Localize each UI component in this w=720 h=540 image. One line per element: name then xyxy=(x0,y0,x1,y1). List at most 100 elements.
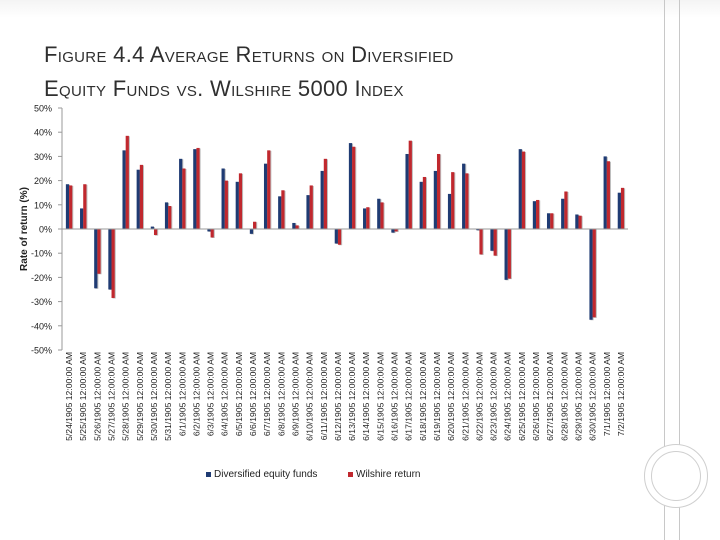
x-tick-label: 6/24/1905 12:00:00 AM xyxy=(503,352,513,441)
x-tick-label: 6/12/1905 12:00:00 AM xyxy=(333,352,343,441)
bar-wilshire-return xyxy=(281,190,285,229)
bar-wilshire-return xyxy=(111,229,115,298)
x-tick-label: 6/26/1905 12:00:00 AM xyxy=(531,352,541,441)
x-tick-label: 6/16/1905 12:00:00 AM xyxy=(390,352,400,441)
legend-swatch-diversified xyxy=(206,472,211,477)
bar-wilshire-return xyxy=(83,184,87,229)
bar-diversified-equity-funds xyxy=(603,156,607,229)
bar-wilshire-return xyxy=(253,221,257,229)
bar-diversified-equity-funds xyxy=(306,195,310,229)
x-tick-label: 6/10/1905 12:00:00 AM xyxy=(305,352,315,441)
x-tick-label: 6/22/1905 12:00:00 AM xyxy=(474,352,484,441)
x-tick-label: 6/13/1905 12:00:00 AM xyxy=(347,352,357,441)
x-tick-label: 6/20/1905 12:00:00 AM xyxy=(446,352,456,441)
bar-diversified-equity-funds xyxy=(235,181,239,229)
y-tick-labels: 50% 40% 30% 20% 10% 0% -10% -20% -30% -40% -50% xyxy=(31,104,52,356)
corner-decoration-inner-circle xyxy=(651,451,701,501)
bar-diversified-equity-funds xyxy=(476,229,480,231)
x-tick-label: 6/2/1905 12:00:00 AM xyxy=(191,352,201,436)
bar-wilshire-return xyxy=(507,229,511,279)
bar-wilshire-return xyxy=(182,168,186,229)
right-decoration-stripe xyxy=(664,0,680,540)
x-tick-label: 5/28/1905 12:00:00 AM xyxy=(121,352,131,441)
bar-diversified-equity-funds xyxy=(518,149,522,229)
x-tick-labels: 5/24/1905 12:00:00 AM 5/25/1905 12:00:00 … xyxy=(64,352,626,441)
bar-diversified-equity-funds xyxy=(589,229,593,320)
bar-wilshire-return xyxy=(337,229,342,245)
bar-diversified-equity-funds xyxy=(419,181,423,229)
y-tick-label: -10% xyxy=(31,249,52,259)
bar-wilshire-return xyxy=(69,185,73,229)
bar-wilshire-return xyxy=(168,206,172,229)
x-tick-label: 6/9/1905 12:00:00 AM xyxy=(290,352,300,436)
bar-diversified-equity-funds xyxy=(575,214,579,229)
bar-wilshire-return xyxy=(620,187,625,229)
slide-title-line-2: Equity Funds vs. Wilshire 5000 Index xyxy=(44,76,404,101)
bar-diversified-equity-funds xyxy=(391,229,395,233)
top-decoration-band xyxy=(0,0,720,18)
x-tick-label: 6/4/1905 12:00:00 AM xyxy=(220,352,230,436)
y-axis-label: Rate of return (%) xyxy=(19,187,30,271)
y-tick-label: 10% xyxy=(34,200,52,210)
y-tick-label: -30% xyxy=(31,297,52,307)
bar-diversified-equity-funds xyxy=(278,196,282,229)
y-tick-label: 40% xyxy=(34,128,52,138)
bar-diversified-equity-funds xyxy=(221,168,225,229)
bar-wilshire-return xyxy=(295,225,299,229)
bar-wilshire-return xyxy=(238,173,243,229)
bar-diversified-equity-funds xyxy=(334,229,338,244)
x-tick-label: 6/27/1905 12:00:00 AM xyxy=(545,352,555,441)
x-tick-label: 5/25/1905 12:00:00 AM xyxy=(78,352,88,441)
bar-wilshire-return xyxy=(352,146,356,229)
x-tick-label: 6/25/1905 12:00:00 AM xyxy=(517,352,527,441)
bar-diversified-equity-funds xyxy=(363,208,367,229)
x-tick-label: 6/1/1905 12:00:00 AM xyxy=(177,352,187,436)
x-tick-label: 7/2/1905 12:00:00 AM xyxy=(616,352,626,436)
bar-wilshire-return xyxy=(139,164,144,229)
x-tick-label: 6/11/1905 12:00:00 AM xyxy=(319,352,329,440)
bar-wilshire-return xyxy=(125,135,129,229)
legend-label-wilshire: Wilshire return xyxy=(356,469,420,480)
x-tick-label: 6/17/1905 12:00:00 AM xyxy=(404,352,414,441)
bar-diversified-equity-funds xyxy=(193,149,197,229)
slide-title: Figure 4.4 Average Returns on Diversifie… xyxy=(44,38,644,106)
bar-diversified-equity-funds xyxy=(377,198,381,229)
bar-diversified-equity-funds xyxy=(490,229,494,251)
x-tick-label: 5/31/1905 12:00:00 AM xyxy=(163,352,173,441)
bar-diversified-equity-funds xyxy=(320,170,324,229)
bar-wilshire-return xyxy=(536,199,540,229)
bar-wilshire-return xyxy=(436,153,441,229)
bar-diversified-equity-funds xyxy=(136,169,140,229)
bar-diversified-equity-funds xyxy=(108,229,112,290)
bar-diversified-equity-funds xyxy=(65,184,70,229)
bar-diversified-equity-funds xyxy=(546,213,551,229)
bar-wilshire-return xyxy=(550,213,554,229)
y-tick-marks xyxy=(58,107,62,351)
bar-wilshire-return xyxy=(422,176,427,229)
bar-wilshire-return xyxy=(97,229,101,274)
x-tick-label: 6/29/1905 12:00:00 AM xyxy=(573,352,583,441)
x-tick-label: 6/21/1905 12:00:00 AM xyxy=(460,352,470,441)
bars xyxy=(65,135,626,321)
bar-diversified-equity-funds xyxy=(122,150,126,229)
bar-wilshire-return xyxy=(309,185,313,229)
bar-wilshire-return xyxy=(578,215,582,229)
bar-wilshire-return xyxy=(606,161,610,229)
bar-diversified-equity-funds xyxy=(504,229,508,280)
bar-wilshire-return xyxy=(564,191,568,229)
bar-diversified-equity-funds xyxy=(433,170,437,229)
bar-diversified-equity-funds xyxy=(150,226,154,229)
bar-wilshire-return xyxy=(366,207,370,229)
legend-swatch-wilshire xyxy=(348,472,353,477)
bar-wilshire-return xyxy=(408,140,412,229)
bar-diversified-equity-funds xyxy=(405,153,409,229)
bar-wilshire-return xyxy=(267,150,271,229)
bar-wilshire-return xyxy=(493,229,497,256)
x-tick-label: 6/23/1905 12:00:00 AM xyxy=(489,352,499,441)
bar-diversified-equity-funds xyxy=(292,222,296,229)
bar-wilshire-return xyxy=(592,229,596,318)
x-tick-label: 5/24/1905 12:00:00 AM xyxy=(64,352,74,441)
x-tick-label: 5/29/1905 12:00:00 AM xyxy=(135,352,145,441)
x-tick-label: 6/14/1905 12:00:00 AM xyxy=(361,352,371,441)
